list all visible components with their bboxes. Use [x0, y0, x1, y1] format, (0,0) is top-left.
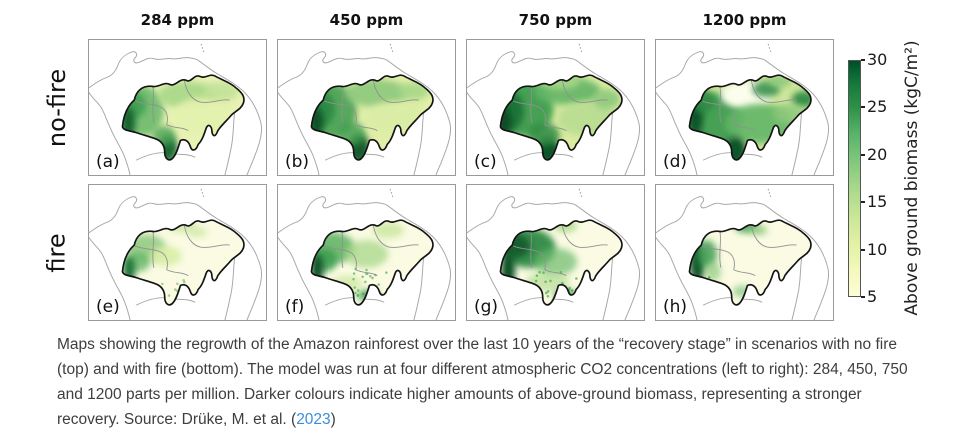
- map-panel-b: (b): [277, 39, 456, 176]
- panel-letter: (a): [96, 152, 120, 172]
- colorbar-tick-label-25: 25: [867, 97, 888, 116]
- row-label-no-fire-text: no-fire: [43, 68, 72, 147]
- caption-text-close: ): [330, 411, 336, 428]
- source-year-link[interactable]: 2023: [296, 411, 331, 428]
- panel-letter: (g): [474, 297, 499, 317]
- column-title-750ppm: 750 ppm: [518, 11, 593, 29]
- colorbar-tick: [861, 201, 865, 203]
- panel-letter: (d): [663, 152, 688, 172]
- colorbar-tick-label-20: 20: [867, 145, 888, 164]
- colorbar-tick: [861, 154, 865, 156]
- map-panel-d: (d): [655, 39, 834, 176]
- colorbar-tick: [861, 249, 865, 251]
- colorbar-tick: [861, 106, 865, 108]
- row-label-no-fire: no-fire: [30, 39, 84, 176]
- map-panel-g: (g): [466, 184, 645, 321]
- map-panel-c: (c): [466, 39, 645, 176]
- panel-letter: (e): [96, 297, 120, 317]
- colorbar-gradient: [848, 60, 861, 297]
- colorbar-tick-label-10: 10: [867, 240, 888, 259]
- row-label-fire-text: fire: [42, 232, 71, 273]
- panel-letter: (h): [663, 297, 688, 317]
- colorbar-axis-label: Above ground biomass (kgC/m²): [902, 40, 922, 316]
- column-title-1200ppm: 1200 ppm: [702, 11, 787, 29]
- map-panel-h: (h): [655, 184, 834, 321]
- colorbar-tick-label-5: 5: [867, 287, 878, 306]
- caption-text: Maps showing the regrowth of the Amazon …: [57, 336, 908, 428]
- panel-letter: (c): [474, 152, 497, 172]
- map-panel-f: (f): [277, 184, 456, 321]
- panel-letter: (f): [285, 297, 305, 317]
- panel-letter: (b): [285, 152, 310, 172]
- colorbar-tick: [861, 59, 865, 61]
- colorbar-tick-label-30: 30: [867, 50, 888, 69]
- column-title-284ppm: 284 ppm: [140, 11, 215, 29]
- row-label-fire: fire: [30, 184, 84, 321]
- map-panel-e: (e): [88, 184, 267, 321]
- colorbar-tick-label-15: 15: [867, 192, 888, 211]
- colorbar-tick: [861, 296, 865, 298]
- figure-caption: Maps showing the regrowth of the Amazon …: [57, 332, 913, 432]
- column-title-450ppm: 450 ppm: [329, 11, 404, 29]
- map-panel-a: (a): [88, 39, 267, 176]
